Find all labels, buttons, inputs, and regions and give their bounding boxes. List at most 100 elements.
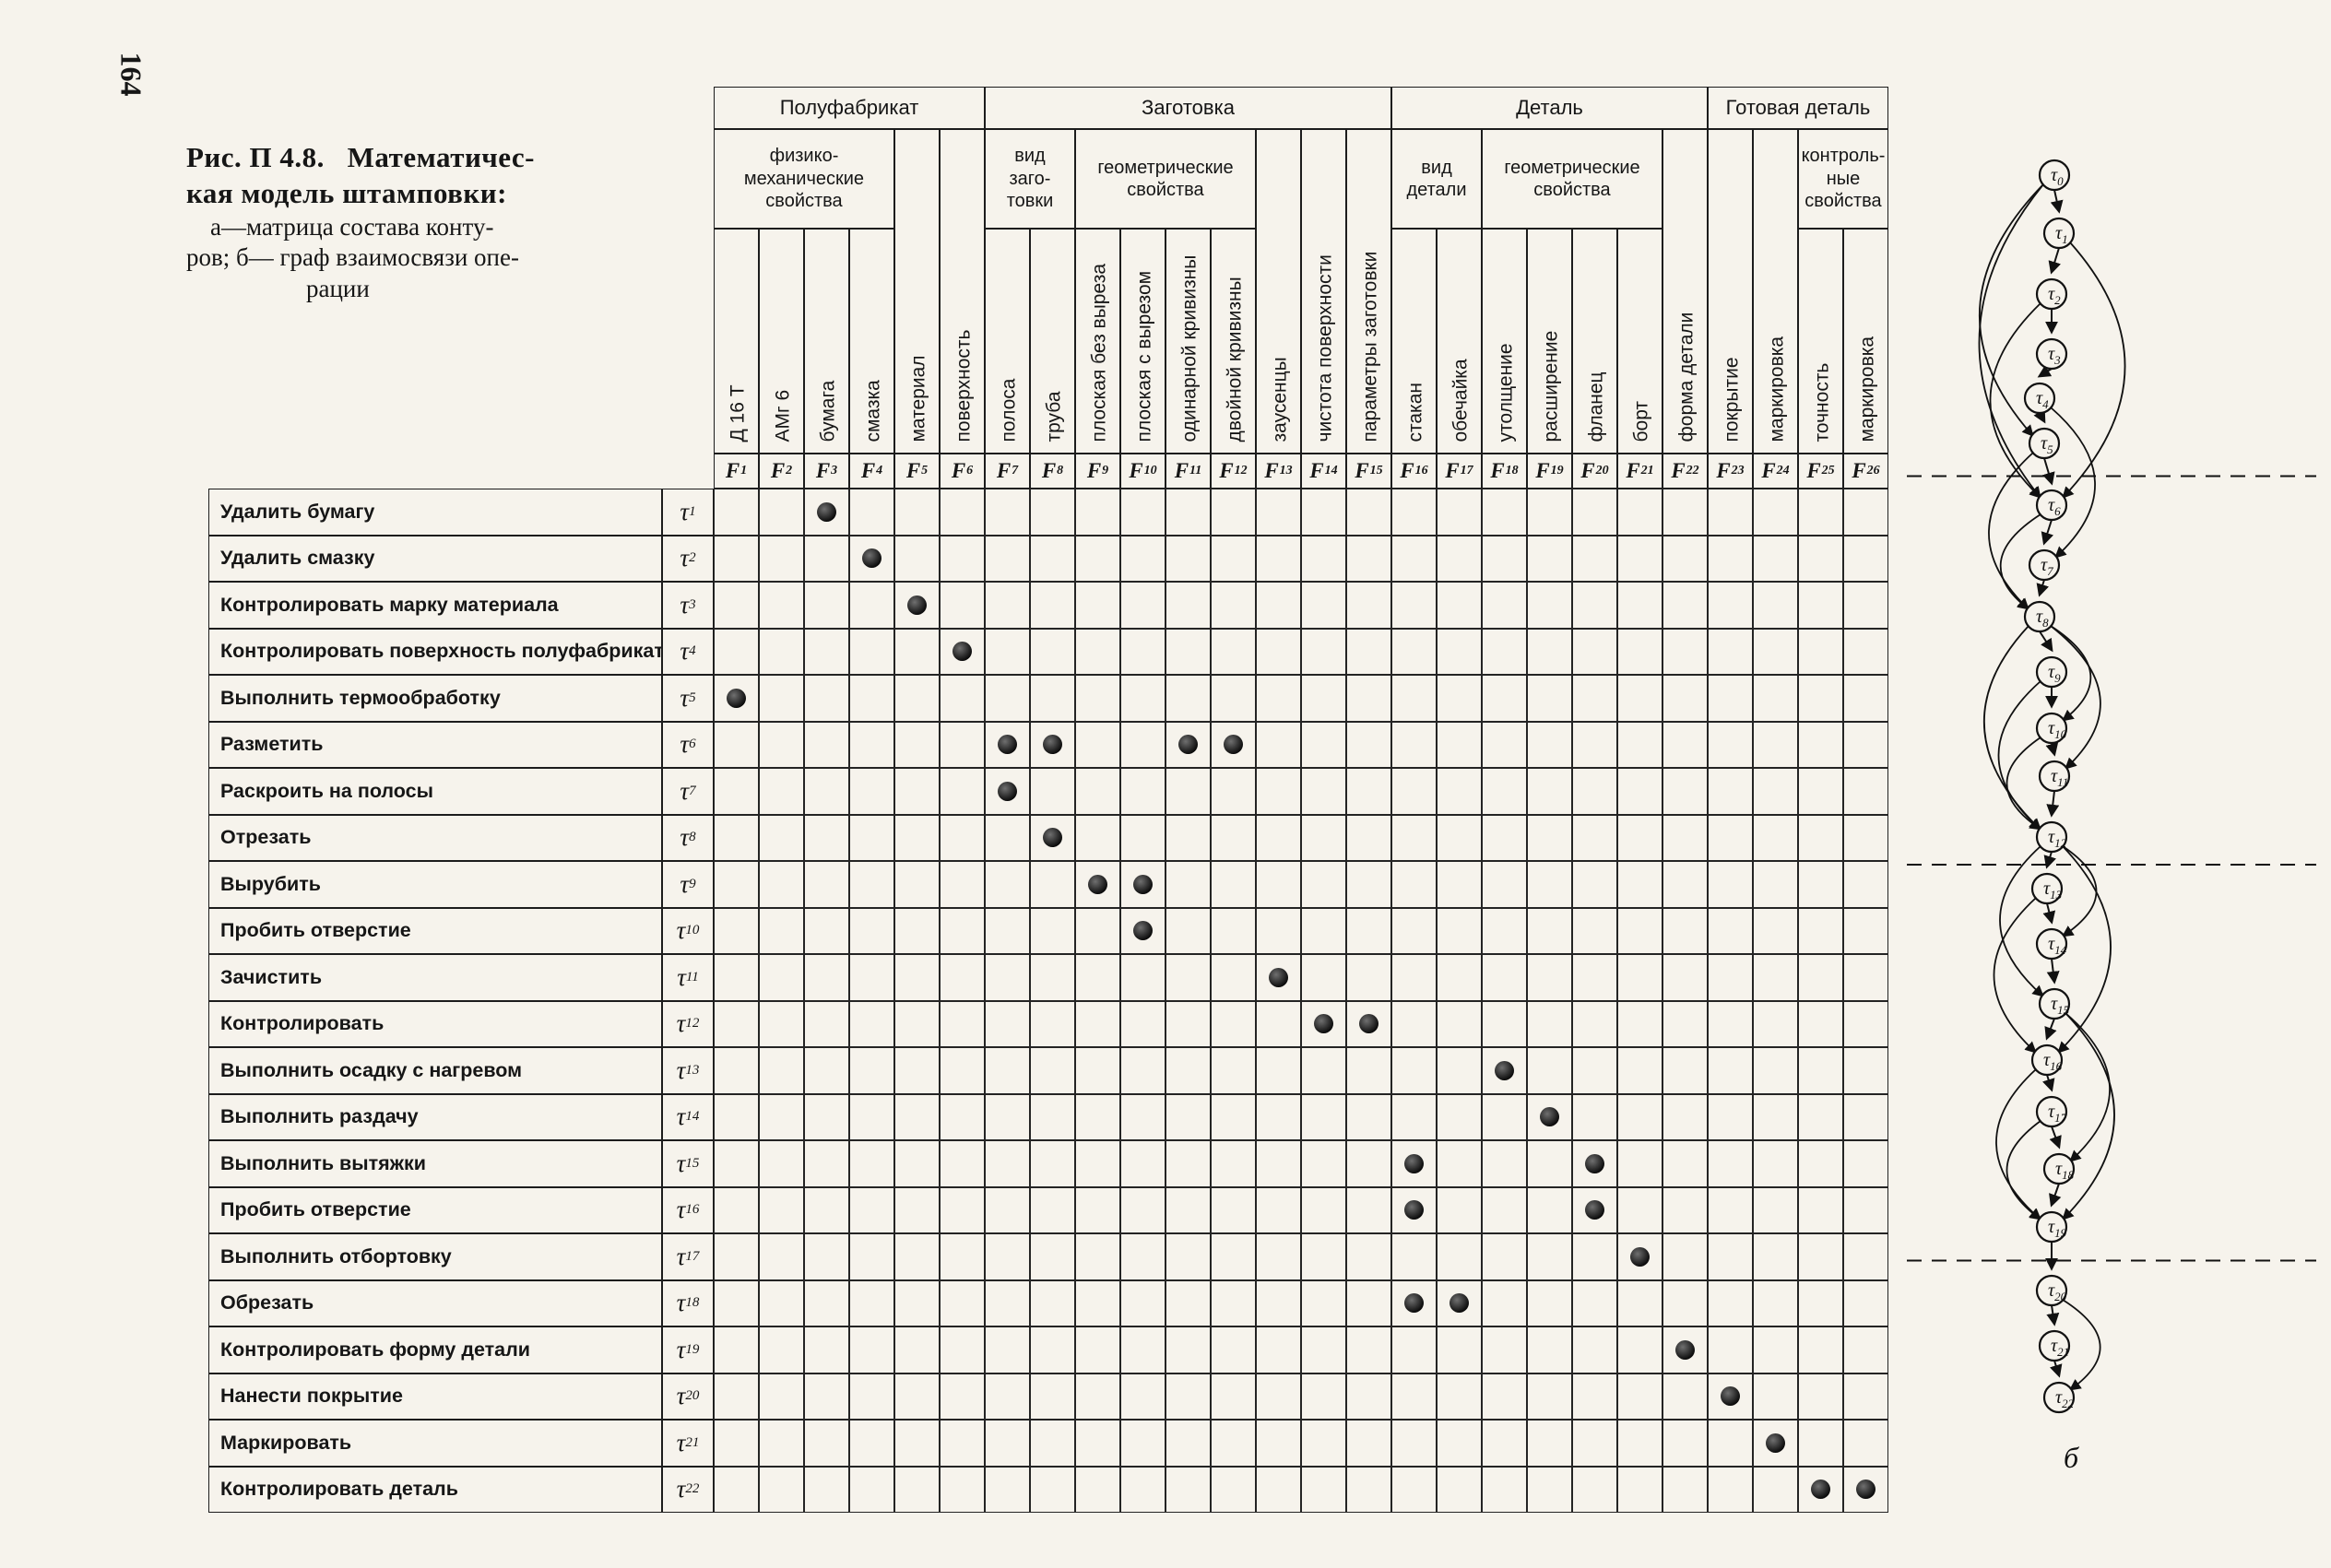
matrix-cell bbox=[1301, 1373, 1346, 1420]
matrix-cell bbox=[1166, 721, 1211, 768]
matrix-cell bbox=[1030, 954, 1075, 1001]
matrix-cell bbox=[1346, 768, 1391, 815]
matrix-cell bbox=[849, 1420, 894, 1467]
matrix-cell bbox=[1301, 1233, 1346, 1280]
matrix-cell bbox=[1391, 1233, 1437, 1280]
row-label: Пробить отверстие bbox=[208, 907, 662, 954]
matrix-cell bbox=[804, 675, 849, 722]
matrix-cell bbox=[1482, 1466, 1527, 1513]
matrix-cell bbox=[1662, 535, 1708, 582]
matrix-cell bbox=[849, 907, 894, 954]
matrix-cell bbox=[1482, 1233, 1527, 1280]
matrix-cell bbox=[1753, 489, 1798, 536]
matrix-cell bbox=[714, 1373, 759, 1420]
matrix-cell bbox=[1662, 1000, 1708, 1047]
matrix-cell bbox=[1572, 1140, 1617, 1187]
matrix-cell bbox=[1662, 675, 1708, 722]
matrix-cell bbox=[1617, 1279, 1662, 1326]
matrix-cell bbox=[1753, 1233, 1798, 1280]
matrix-cell bbox=[714, 907, 759, 954]
matrix-cell bbox=[1482, 1326, 1527, 1373]
matrix-cell bbox=[1391, 535, 1437, 582]
matrix-cell bbox=[1572, 721, 1617, 768]
matrix-cell bbox=[1617, 1373, 1662, 1420]
matrix-cell bbox=[985, 489, 1030, 536]
matrix-cell bbox=[1120, 1279, 1166, 1326]
matrix-cell bbox=[1708, 721, 1753, 768]
graph-arc bbox=[1989, 302, 2041, 499]
matrix-cell bbox=[1843, 1186, 1888, 1233]
matrix-cell bbox=[1301, 1093, 1346, 1140]
row-label: Контролировать bbox=[208, 1000, 662, 1047]
matrix-cell bbox=[1482, 582, 1527, 629]
matrix-cell bbox=[1166, 1233, 1211, 1280]
graph-arc bbox=[2065, 1012, 2111, 1162]
matrix-cell bbox=[894, 1233, 940, 1280]
matrix-cell bbox=[894, 1466, 940, 1513]
matrix-cell bbox=[1482, 1420, 1527, 1467]
matrix-cell bbox=[1527, 1000, 1572, 1047]
matrix-cell bbox=[1346, 814, 1391, 861]
matrix-cell bbox=[985, 1140, 1030, 1187]
matrix-cell bbox=[1301, 628, 1346, 675]
matrix-cell bbox=[804, 1233, 849, 1280]
column-label-cell: полоса bbox=[985, 229, 1030, 454]
matrix-cell bbox=[804, 535, 849, 582]
matrix-cell bbox=[985, 535, 1030, 582]
matrix-cell bbox=[1843, 768, 1888, 815]
matrix-cell bbox=[1030, 1000, 1075, 1047]
matrix-cell bbox=[894, 582, 940, 629]
matrix-cell bbox=[714, 1140, 759, 1187]
matrix-cell bbox=[1798, 1279, 1843, 1326]
matrix-cell bbox=[1120, 861, 1166, 908]
matrix-cell bbox=[1346, 1047, 1391, 1094]
column-code: F 11 bbox=[1166, 454, 1211, 489]
matrix-subgroup-header: геометрические свойства bbox=[1075, 129, 1256, 229]
column-label-cell: труба bbox=[1030, 229, 1075, 454]
matrix-cell bbox=[1798, 582, 1843, 629]
matrix-cell bbox=[1120, 675, 1166, 722]
matrix-cell bbox=[1391, 582, 1437, 629]
matrix-cell bbox=[1075, 1326, 1120, 1373]
matrix-cell bbox=[1482, 768, 1527, 815]
matrix-cell bbox=[1843, 1233, 1888, 1280]
matrix-cell bbox=[940, 768, 985, 815]
matrix-cell bbox=[759, 907, 804, 954]
column-label: покрытие bbox=[1721, 356, 1742, 442]
matrix-cell bbox=[1662, 954, 1708, 1001]
matrix-cell bbox=[1211, 1420, 1256, 1467]
column-label: плоская без выреза bbox=[1088, 263, 1109, 442]
row-label: Раскроить на полосы bbox=[208, 768, 662, 815]
matrix-cell bbox=[714, 582, 759, 629]
graph-node bbox=[2038, 1329, 2071, 1362]
graph-arc bbox=[1997, 680, 2041, 831]
matrix-cell bbox=[1798, 954, 1843, 1001]
caption-line-3: а—матрица состава конту- bbox=[210, 212, 494, 241]
matrix-cell bbox=[1572, 535, 1617, 582]
matrix-cell bbox=[1843, 1093, 1888, 1140]
matrix-cell bbox=[1753, 1466, 1798, 1513]
matrix-cell bbox=[1437, 1000, 1482, 1047]
column-label: стакан bbox=[1404, 382, 1426, 442]
matrix-cell bbox=[1030, 1140, 1075, 1187]
matrix-cell bbox=[1301, 582, 1346, 629]
matrix-cell bbox=[714, 861, 759, 908]
matrix-cell bbox=[985, 1466, 1030, 1513]
matrix-cell bbox=[940, 582, 985, 629]
matrix-cell bbox=[1527, 768, 1572, 815]
row-code: τ 10 bbox=[662, 907, 714, 954]
matrix-cell bbox=[1346, 1326, 1391, 1373]
matrix-cell bbox=[1256, 1279, 1301, 1326]
matrix-cell bbox=[1437, 535, 1482, 582]
matrix-cell bbox=[940, 1420, 985, 1467]
matrix-cell bbox=[1437, 768, 1482, 815]
matrix-cell bbox=[804, 1186, 849, 1233]
matrix-cell bbox=[1301, 1047, 1346, 1094]
matrix-cell bbox=[1572, 1279, 1617, 1326]
matrix-cell bbox=[1843, 675, 1888, 722]
matrix-cell bbox=[1662, 814, 1708, 861]
